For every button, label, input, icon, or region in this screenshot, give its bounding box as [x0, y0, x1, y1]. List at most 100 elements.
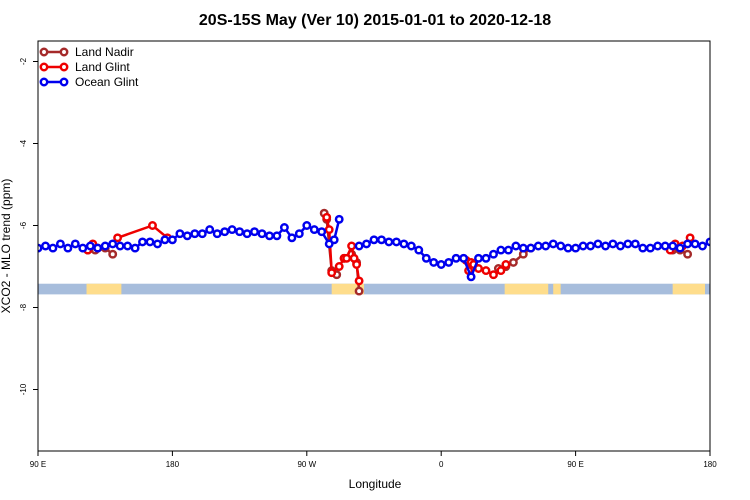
data-point: [287, 233, 297, 243]
data-point: [153, 239, 162, 249]
data-point: [630, 239, 640, 249]
data-point: [354, 241, 364, 251]
data-point: [327, 268, 337, 278]
data-point: [578, 241, 588, 251]
data-point: [175, 229, 185, 239]
data-point: [329, 235, 339, 245]
data-point: [586, 241, 595, 251]
data-point: [489, 270, 498, 280]
data-point: [518, 243, 528, 253]
series-layer: [38, 208, 740, 296]
land-band-segment: [504, 283, 549, 295]
x-tick-label: 180: [166, 460, 180, 469]
y-axis-ticks: -2 -4 -6 -8 -10: [19, 57, 38, 395]
data-point: [354, 286, 364, 296]
data-point: [541, 241, 551, 251]
legend-item-land-glint: Land Glint: [39, 60, 130, 74]
x-tick-label: 180: [703, 460, 717, 469]
data-point: [548, 239, 558, 249]
data-point: [645, 243, 655, 253]
data-point: [167, 235, 177, 245]
data-point: [436, 260, 446, 269]
data-point: [70, 239, 80, 249]
data-point: [309, 225, 319, 235]
data-point: [429, 257, 439, 267]
legend-marker: [59, 77, 69, 87]
data-point: [302, 221, 312, 230]
legend-marker: [39, 47, 49, 57]
data-point: [481, 266, 491, 276]
data-point: [675, 243, 685, 253]
data-point: [93, 243, 103, 253]
data-point: [638, 243, 648, 253]
y-tick-label: -6: [19, 221, 28, 229]
data-point: [334, 214, 344, 224]
data-point: [444, 257, 454, 267]
y-tick-label: -4: [19, 139, 28, 147]
y-tick-label: -2: [19, 57, 28, 65]
data-point: [265, 231, 274, 241]
data-point: [683, 239, 693, 249]
data-point: [421, 253, 431, 263]
legend-marker: [39, 77, 49, 87]
data-point: [85, 241, 95, 251]
series-ocean-glint: [38, 214, 710, 282]
data-point: [399, 239, 409, 249]
data-point: [593, 239, 603, 249]
data-point: [138, 237, 147, 247]
data-point: [190, 229, 200, 239]
data-point: [511, 241, 521, 251]
x-tick-label: 90 W: [297, 460, 316, 469]
data-point: [55, 239, 65, 249]
data-point: [352, 260, 362, 269]
data-point: [391, 237, 401, 247]
data-point: [496, 245, 506, 255]
data-point: [115, 241, 125, 251]
x-tick-label: 90 E: [30, 460, 46, 469]
x-axis-ticks: 90 E 180 90 W 0 90 E 180: [30, 451, 717, 469]
y-tick-label: -10: [19, 383, 28, 395]
data-point: [279, 223, 289, 232]
legend-item-land-nadir: Land Nadir: [39, 45, 134, 59]
data-point: [130, 243, 140, 253]
data-point: [653, 241, 663, 251]
data-point: [250, 227, 259, 237]
chart-title: 20S-15S May (Ver 10) 2015-01-01 to 2020-…: [199, 12, 551, 29]
data-point: [123, 241, 133, 251]
data-point: [459, 253, 469, 263]
data-point: [608, 239, 618, 249]
data-point: [466, 272, 476, 282]
data-point: [235, 227, 245, 237]
data-point: [496, 266, 506, 276]
data-point: [212, 229, 222, 239]
data-point: [182, 231, 192, 241]
data-point: [63, 243, 73, 253]
data-point: [197, 229, 207, 239]
data-point: [294, 229, 304, 239]
data-point: [503, 245, 513, 255]
data-point: [342, 253, 352, 263]
data-point: [78, 243, 88, 253]
legend-label: Ocean Glint: [75, 75, 139, 89]
data-point: [668, 241, 678, 251]
data-point: [563, 243, 573, 253]
data-point: [242, 229, 252, 239]
data-point: [508, 257, 518, 267]
data-point: [734, 222, 740, 228]
data-point: [100, 241, 110, 251]
data-point: [601, 241, 610, 251]
legend-marker: [59, 62, 69, 72]
data-point: [108, 239, 118, 249]
data-point: [272, 231, 282, 241]
y-axis-label: XCO2 - MLO trend (ppm): [0, 179, 13, 314]
data-point: [384, 237, 394, 247]
data-point: [317, 227, 327, 237]
data-point: [474, 253, 483, 263]
data-point: [334, 262, 344, 271]
data-point: [571, 243, 581, 253]
data-point: [698, 241, 707, 251]
land-band-segment: [672, 283, 706, 295]
data-point: [362, 239, 371, 249]
plot-frame: [37, 40, 711, 452]
